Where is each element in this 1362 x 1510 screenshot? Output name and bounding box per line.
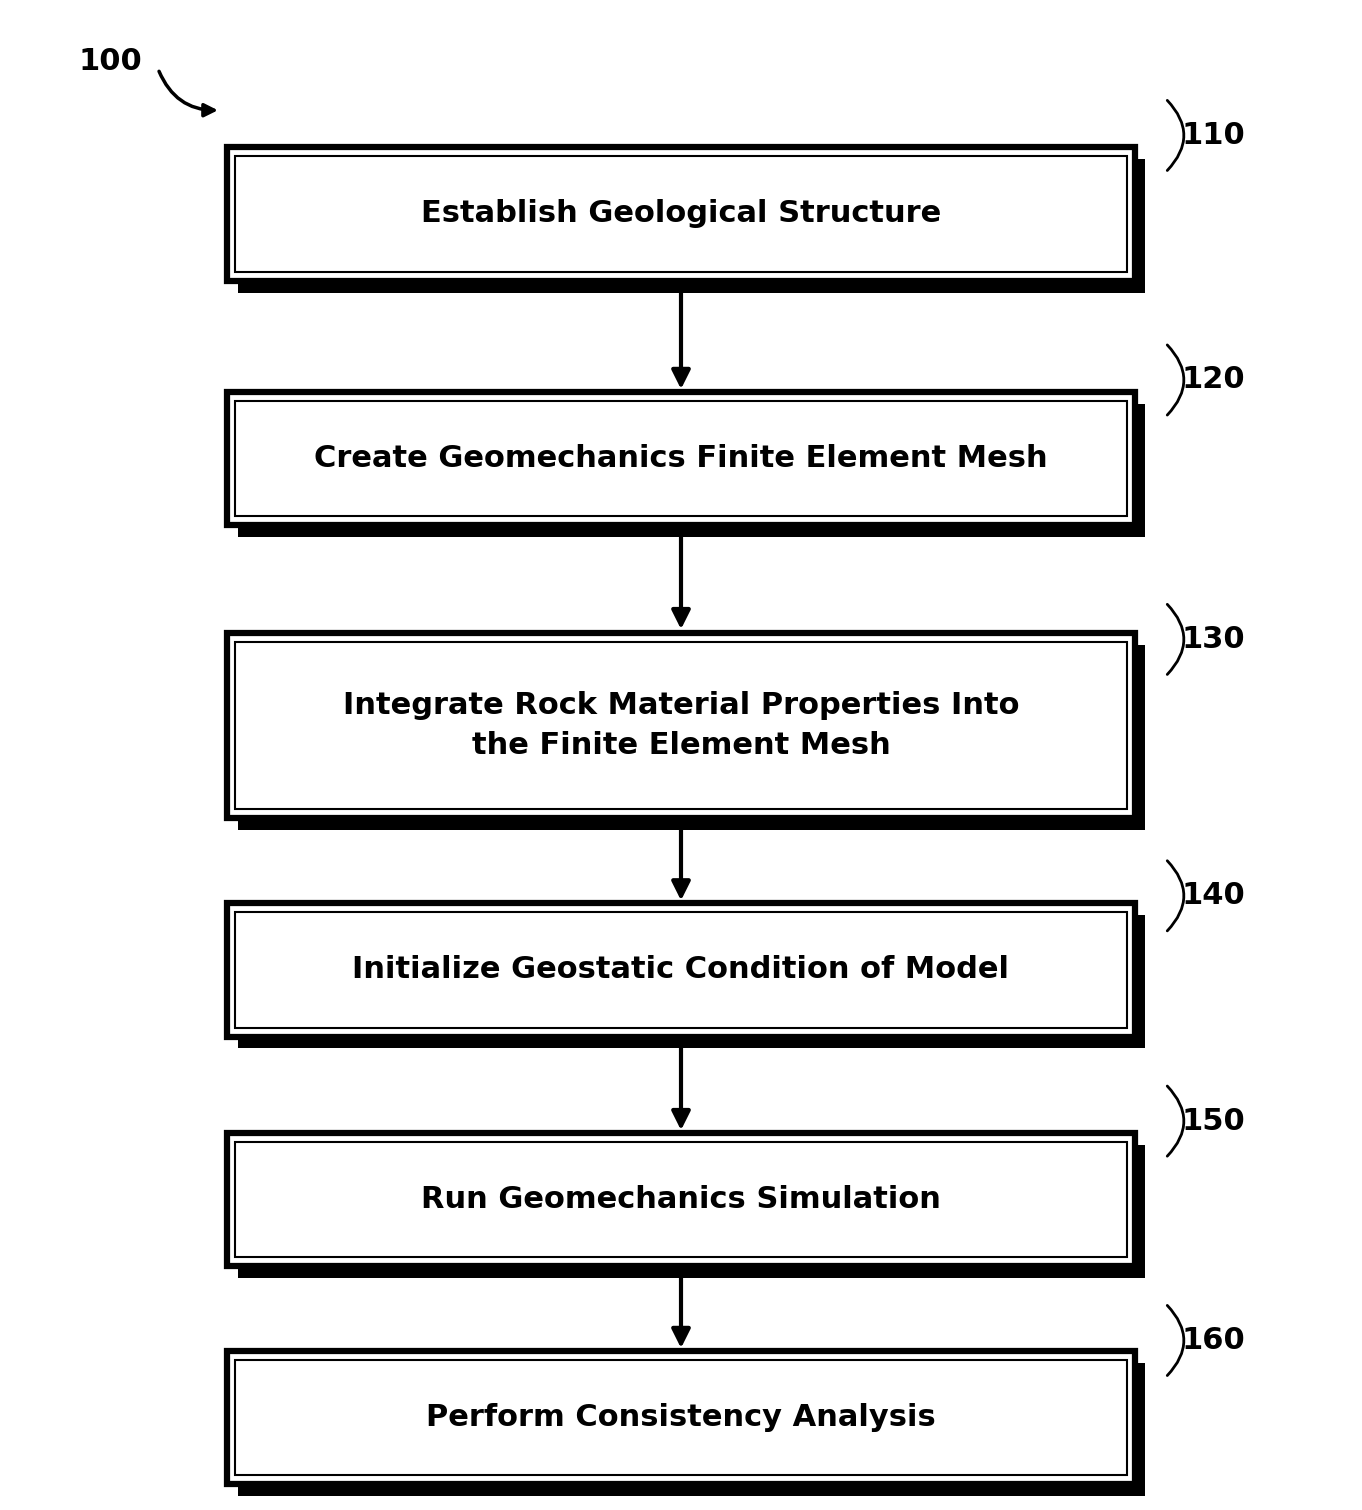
Text: 150: 150 — [1181, 1107, 1245, 1136]
Text: Integrate Rock Material Properties Into
the Finite Element Mesh: Integrate Rock Material Properties Into … — [343, 690, 1019, 760]
Bar — [236, 400, 1126, 516]
Bar — [227, 148, 1135, 281]
Bar — [238, 159, 1145, 293]
Text: Initialize Geostatic Condition of Model: Initialize Geostatic Condition of Model — [353, 956, 1009, 985]
Bar — [227, 903, 1135, 1037]
Bar — [227, 633, 1135, 818]
Bar — [236, 156, 1126, 272]
Bar — [238, 915, 1145, 1048]
Text: 100: 100 — [78, 47, 142, 76]
Bar — [227, 1351, 1135, 1484]
Text: 140: 140 — [1181, 882, 1245, 911]
Text: Perform Consistency Analysis: Perform Consistency Analysis — [426, 1403, 936, 1431]
Text: 120: 120 — [1181, 365, 1245, 394]
Text: Establish Geological Structure: Establish Geological Structure — [421, 199, 941, 228]
Bar — [227, 1132, 1135, 1267]
Text: Run Geomechanics Simulation: Run Geomechanics Simulation — [421, 1185, 941, 1214]
Text: Create Geomechanics Finite Element Mesh: Create Geomechanics Finite Element Mesh — [315, 444, 1047, 473]
Bar — [238, 403, 1145, 538]
Bar — [227, 393, 1135, 525]
Text: 110: 110 — [1181, 121, 1245, 149]
Bar — [236, 912, 1126, 1028]
Bar — [236, 1359, 1126, 1475]
Text: 130: 130 — [1181, 625, 1245, 654]
Bar — [238, 1362, 1145, 1496]
Text: 160: 160 — [1181, 1326, 1245, 1354]
Bar — [236, 642, 1126, 809]
Bar — [238, 1145, 1145, 1279]
Bar — [236, 1142, 1126, 1258]
Bar — [238, 645, 1145, 830]
